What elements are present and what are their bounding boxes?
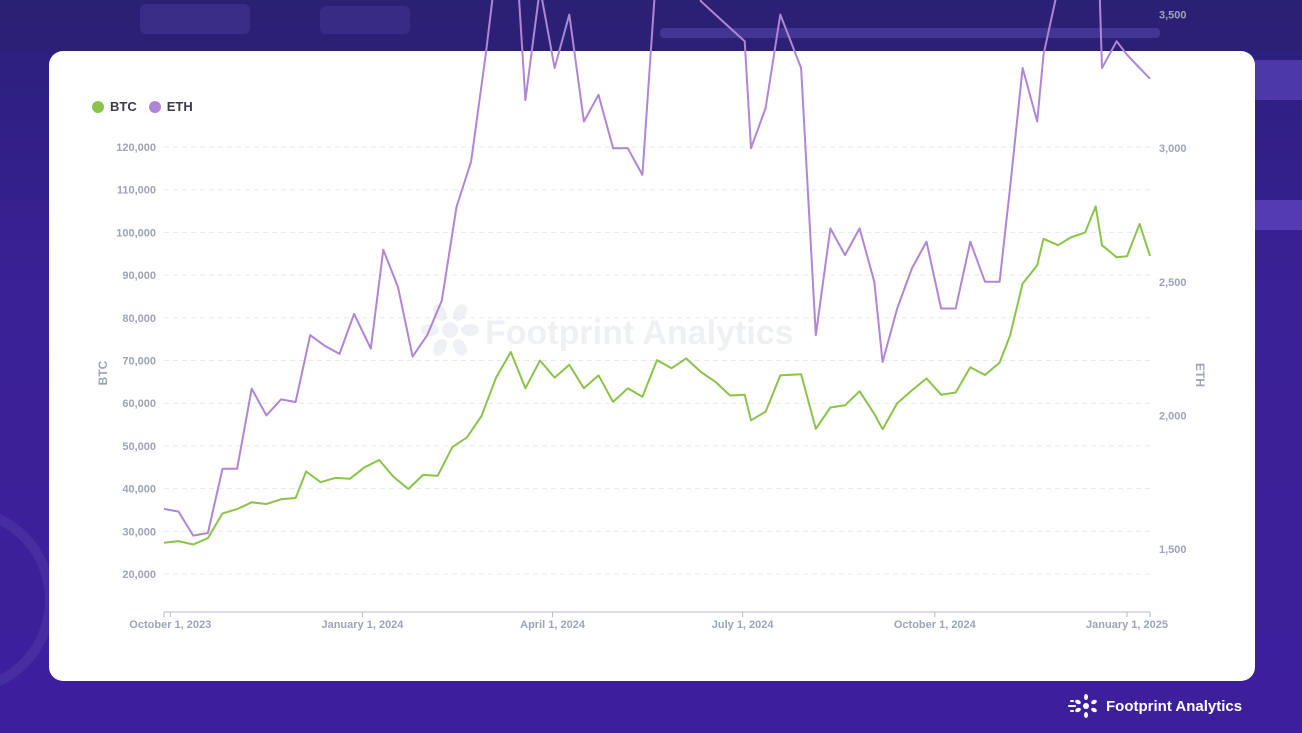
series-line-eth (163, 0, 1151, 537)
legend-dot-btc (92, 100, 104, 113)
y-left-tick-label: 100,000 (116, 227, 156, 239)
y-right-tick-label: 2,000 (1159, 410, 1187, 422)
left-axis-ticks: 120,000 110,000 100,000 90,000 80,000 70,000 6… (116, 142, 156, 581)
y-right-tick-label: 3,500 (1159, 10, 1187, 22)
chart-legend: BTC ETH (92, 99, 193, 114)
chart-watermark: Footprint Analytics (485, 314, 794, 352)
y-left-tick-label: 20,000 (122, 569, 156, 581)
series-lines (163, 0, 1151, 546)
y-left-tick-label: 110,000 (117, 185, 156, 197)
x-tick-label: July 1, 2024 (712, 619, 775, 631)
y-left-tick-label: 70,000 (122, 356, 156, 368)
left-axis-title: BTC (96, 360, 110, 385)
series-line-btc (163, 205, 1151, 546)
y-right-tick-label: 1,500 (1159, 544, 1187, 556)
chart-card (49, 51, 1255, 681)
grid-lines (164, 146, 1150, 575)
legend-item-btc[interactable]: BTC (92, 99, 137, 114)
legend-item-eth[interactable]: ETH (148, 99, 193, 114)
y-left-tick-label: 120,000 (116, 142, 156, 154)
legend-dot-eth (148, 100, 161, 113)
right-axis-title: ETH (1193, 363, 1207, 387)
watermark-logo-part (453, 304, 467, 322)
footprint-logo-icon (1068, 694, 1097, 718)
y-right-tick-label: 2,500 (1159, 277, 1187, 289)
y-left-tick-label: 50,000 (122, 441, 156, 453)
x-tick-label: April 1, 2024 (520, 619, 586, 631)
watermark-logo-part (442, 322, 458, 338)
footer-brand-name: Footprint Analytics (1106, 697, 1243, 715)
footer-brand: Footprint Analytics (1068, 693, 1242, 719)
watermark-logo-icon (421, 304, 479, 356)
x-tick-label: October 1, 2024 (894, 619, 977, 631)
y-left-tick-label: 60,000 (122, 398, 156, 410)
x-axis: October 1, 2023 January 1, 2024 April 1, 2… (129, 611, 1168, 631)
watermark-logo-part (433, 304, 447, 322)
y-left-tick-label: 90,000 (122, 270, 156, 282)
legend-label-eth: ETH (166, 99, 193, 114)
legend-label-btc: BTC (110, 99, 137, 114)
watermark-logo-part (433, 338, 447, 356)
y-left-tick-label: 40,000 (122, 484, 156, 496)
x-tick-label: January 1, 2025 (1086, 619, 1168, 631)
watermark-logo-part (453, 338, 467, 356)
watermark-logo-part (461, 324, 479, 336)
x-tick-label: October 1, 2023 (129, 619, 211, 631)
y-left-tick-label: 30,000 (122, 526, 156, 538)
y-left-tick-label: 80,000 (122, 313, 156, 325)
y-right-tick-label: 3,000 (1159, 143, 1187, 155)
x-tick-label: January 1, 2024 (321, 619, 404, 631)
